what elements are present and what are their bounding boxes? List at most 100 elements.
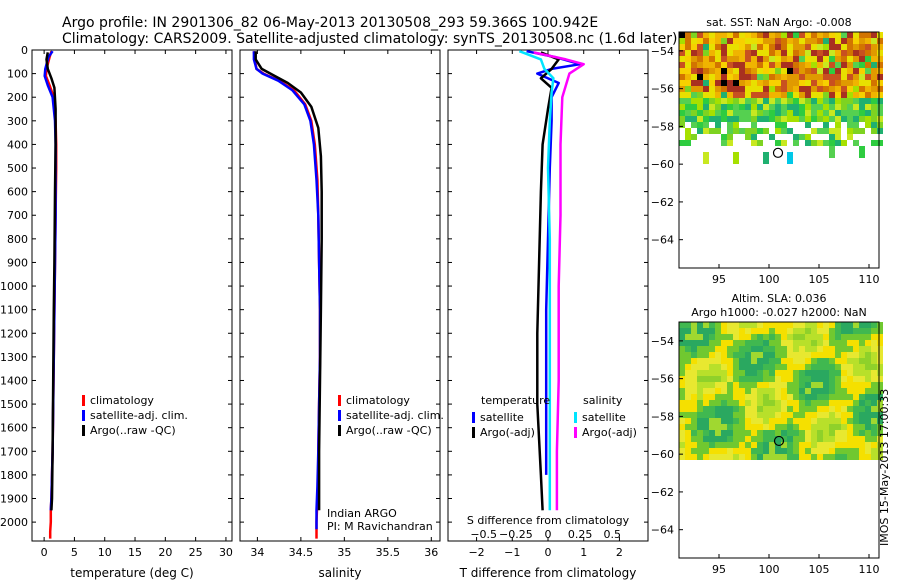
map-y-tick-label: −54: [651, 45, 674, 58]
x-tick-label: 35: [337, 546, 351, 559]
x-tick-label: 10: [98, 546, 112, 559]
depth-tick-label: 1800: [0, 469, 28, 482]
depth-tick-label: 800: [7, 233, 28, 246]
x-tick-label: 0: [41, 546, 48, 559]
legend-label: satellite: [480, 411, 524, 424]
x-tick-label: 36: [424, 546, 438, 559]
legend-swatch: [338, 395, 341, 406]
x-tick-label: 35.5: [376, 546, 401, 559]
depth-tick-label: 700: [7, 209, 28, 222]
sla-map-title-line2: Argo h1000: -0.027 h2000: NaN: [691, 306, 867, 319]
map-x-tick-label: 105: [809, 563, 830, 576]
x-tick-label: 2: [616, 546, 623, 559]
x-tick-label: 15: [128, 546, 142, 559]
map-y-tick-label: −54: [651, 335, 674, 348]
legend-swatch: [574, 412, 577, 423]
sst-map-panel: sat. SST: NaN Argo: -0.008 95 100 105 110 −5…: [651, 16, 883, 286]
argo-position-marker: [773, 435, 785, 447]
map-y-tick-label: −60: [651, 158, 674, 171]
x-axis-label: temperature (deg C): [70, 566, 193, 580]
top-tick-label: 0: [545, 528, 552, 541]
depth-tick-label: 400: [7, 138, 28, 151]
series-line-2: [45, 52, 57, 511]
series-line-2: [254, 51, 323, 511]
legend-title-temperature: temperature: [481, 394, 550, 407]
top-axis-label: S difference from climatology: [467, 514, 630, 527]
map-y-tick-label: −64: [651, 524, 674, 537]
x-tick-label: 34.5: [289, 546, 314, 559]
difference-profile-panel: −2 −1 0 1 2 T difference from climatology S di…: [447, 49, 649, 580]
top-tick-label: 0.25: [568, 528, 593, 541]
map-x-tick-label: 95: [712, 563, 726, 576]
map-x-tick-label: 95: [712, 273, 726, 286]
x-tick-label: 1: [580, 546, 587, 559]
depth-tick-label: 1000: [0, 280, 28, 293]
depth-tick-label: 900: [7, 256, 28, 269]
depth-tick-label: 1100: [0, 304, 28, 317]
sla-map-title-line1: Altim. SLA: 0.036: [731, 292, 826, 305]
x-tick-label: 0: [545, 546, 552, 559]
annotation-text: Indian ARGO: [327, 507, 397, 520]
map-y-tick-label: −62: [651, 486, 674, 499]
x-tick-label: 34: [250, 546, 264, 559]
legend-label: climatology: [346, 394, 410, 407]
legend-swatch: [82, 395, 85, 406]
top-tick-label: 0.5: [604, 528, 622, 541]
annotation-text: PI: M Ravichandran: [327, 520, 433, 533]
x-axis-label: T difference from climatology: [459, 566, 637, 580]
depth-tick-label: 1600: [0, 422, 28, 435]
map-frame: [678, 321, 880, 559]
map-x-tick-label: 100: [759, 273, 780, 286]
depth-tick-label: 300: [7, 115, 28, 128]
x-tick-label: −1: [504, 546, 520, 559]
x-tick-label: 30: [219, 546, 233, 559]
map-x-tick-label: 105: [809, 273, 830, 286]
sla-field: [679, 322, 883, 460]
map-y-tick-label: −58: [651, 410, 674, 423]
legend-label: Argo(-adj): [480, 426, 535, 439]
series-line-2: [518, 50, 555, 511]
x-axis-label: salinity: [318, 566, 361, 580]
legend-swatch: [574, 427, 577, 438]
sst-map-title: sat. SST: NaN Argo: -0.008: [706, 16, 851, 29]
depth-tick-label: 600: [7, 186, 28, 199]
map-y-tick-label: −60: [651, 448, 674, 461]
figure-title-line1: Argo profile: IN 2901306_82 06-May-2013 …: [62, 15, 598, 31]
legend-swatch: [338, 410, 341, 421]
map-x-tick-label: 100: [759, 563, 780, 576]
legend-label: climatology: [90, 394, 154, 407]
depth-tick-label: 1500: [0, 398, 28, 411]
map-y-tick-label: −64: [651, 234, 674, 247]
legend-title-salinity: salinity: [583, 394, 623, 407]
map-y-tick-label: −56: [651, 373, 674, 386]
x-tick-label: 5: [71, 546, 78, 559]
depth-tick-label: 200: [7, 91, 28, 104]
legend-label: satellite: [582, 411, 626, 424]
depth-tick-label: 1300: [0, 351, 28, 364]
map-x-tick-label: 110: [859, 273, 880, 286]
legend-swatch: [82, 425, 85, 436]
top-tick-label: −0.25: [499, 528, 533, 541]
map-frame: [678, 31, 880, 269]
depth-tick-label: 1900: [0, 493, 28, 506]
x-tick-label: 25: [189, 546, 203, 559]
legend-label: Argo(..raw -QC): [346, 424, 432, 437]
map-y-tick-label: −58: [651, 120, 674, 133]
map-y-tick-label: −62: [651, 196, 674, 209]
temperature-profile-panel: 0100200300400500600700800900100011001200…: [0, 44, 233, 580]
sla-map-panel: Altim. SLA: 0.036 Argo h1000: -0.027 h20…: [651, 292, 883, 576]
series-line-1: [536, 51, 560, 511]
x-tick-label: −2: [468, 546, 484, 559]
legend-label: Argo(-adj): [582, 426, 637, 439]
legend-swatch: [472, 427, 475, 438]
depth-tick-label: 0: [21, 44, 28, 57]
x-tick-label: 20: [158, 546, 172, 559]
map-x-tick-label: 110: [859, 563, 880, 576]
series-line-3: [533, 51, 585, 511]
map-y-tick-label: −56: [651, 83, 674, 96]
legend-label: Argo(..raw -QC): [90, 424, 176, 437]
legend-swatch: [338, 425, 341, 436]
figure-title-line2: Climatology: CARS2009. Satellite-adjuste…: [62, 31, 677, 47]
depth-tick-label: 1200: [0, 327, 28, 340]
